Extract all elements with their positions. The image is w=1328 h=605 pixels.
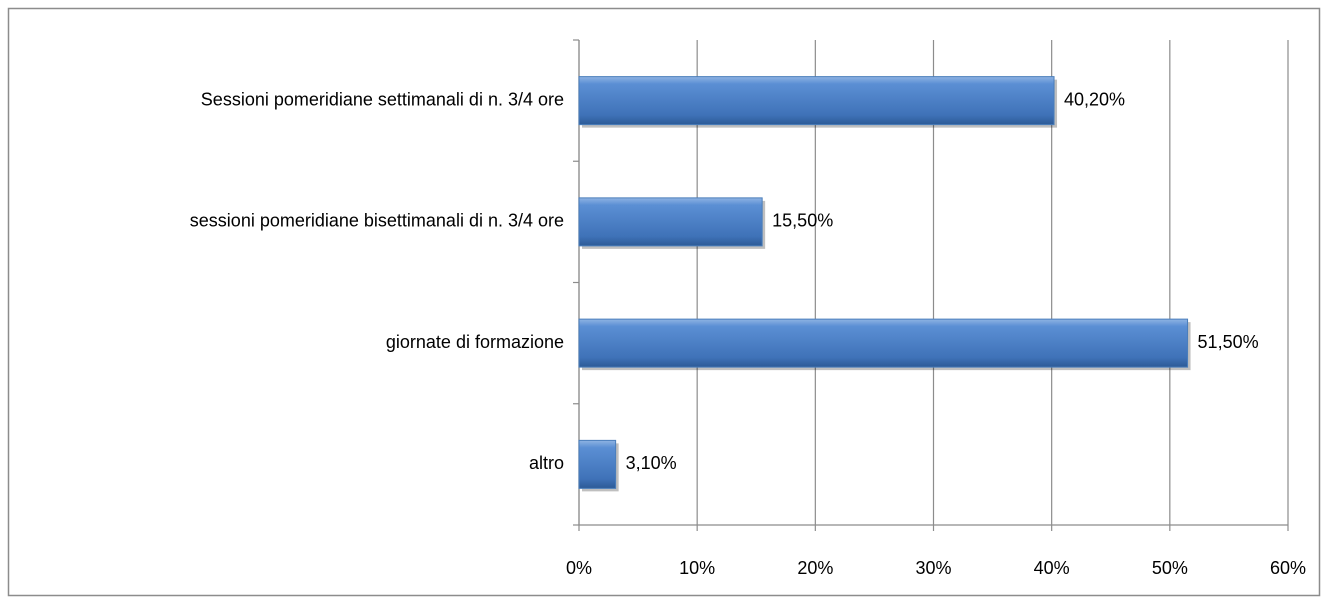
value-label: 51,50% — [1198, 332, 1259, 352]
x-tick-label: 50% — [1152, 558, 1188, 578]
x-tick-label: 10% — [679, 558, 715, 578]
bar — [578, 76, 1055, 126]
y-tick-label: Sessioni pomeridiane settimanali di n. 3… — [201, 89, 564, 109]
bar — [578, 318, 1189, 368]
y-tick-label: sessioni pomeridiane bisettimanali di n.… — [190, 211, 564, 231]
bar — [578, 197, 763, 247]
x-tick-label: 60% — [1270, 558, 1306, 578]
x-tick-label: 40% — [1034, 558, 1070, 578]
value-label: 3,10% — [626, 453, 677, 473]
bar — [578, 439, 617, 489]
x-tick-label: 20% — [797, 558, 833, 578]
x-tick-label: 30% — [915, 558, 951, 578]
y-tick-label: altro — [529, 453, 564, 473]
x-tick-label: 0% — [566, 558, 592, 578]
y-tick-label: giornate di formazione — [386, 332, 564, 352]
value-label: 40,20% — [1064, 89, 1125, 109]
value-label: 15,50% — [772, 211, 833, 231]
